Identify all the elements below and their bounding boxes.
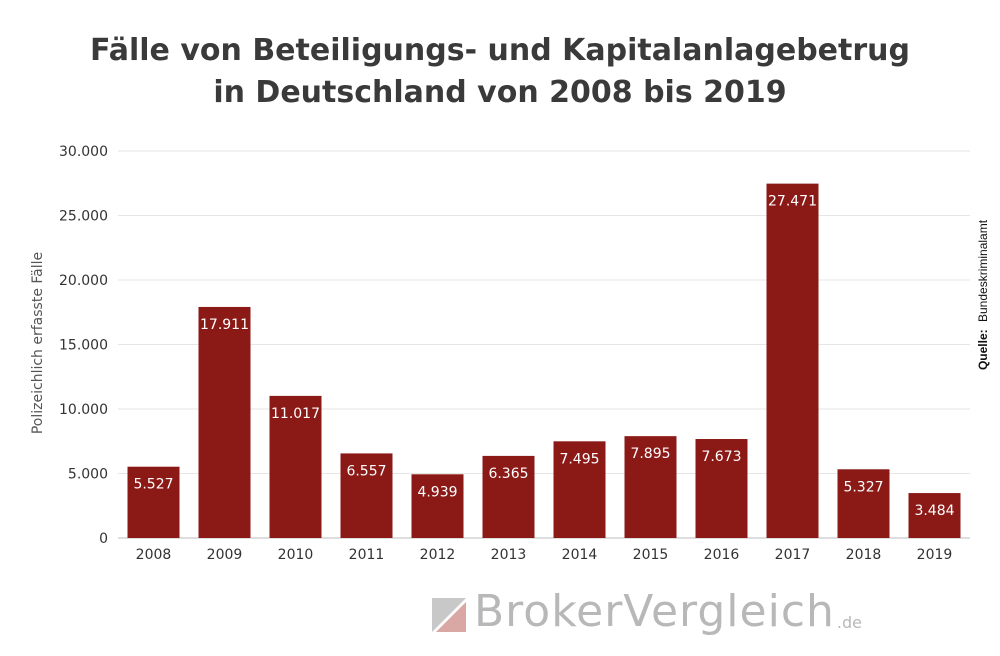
x-tick-label: 2010 (278, 547, 314, 563)
x-tick-label: 2016 (704, 547, 740, 563)
bar (269, 395, 322, 538)
data-label: 6.365 (488, 466, 528, 482)
bar (624, 436, 677, 538)
chart-title: Fälle von Beteiligungs- und Kapitalanlag… (0, 30, 1000, 114)
data-label: 4.939 (417, 484, 457, 500)
bar (695, 439, 748, 538)
y-tick-label: 30.000 (59, 144, 108, 160)
source-note: Quelle: Bundeskriminalamt (976, 219, 990, 370)
bar (411, 474, 464, 538)
x-tick-label: 2014 (562, 547, 598, 563)
x-tick-label: 2013 (491, 547, 527, 563)
x-tick-label: 2019 (917, 547, 953, 563)
bar (340, 453, 393, 538)
data-label: 7.895 (630, 446, 670, 462)
x-tick-label: 2018 (846, 547, 882, 563)
bar (482, 455, 535, 538)
data-label: 5.327 (843, 479, 883, 495)
data-label: 17.911 (200, 317, 249, 333)
x-tick-label: 2012 (420, 547, 456, 563)
bar (837, 469, 890, 538)
watermark-suffix: .de (836, 613, 862, 632)
bar (127, 466, 180, 538)
source-label: Quelle: (976, 329, 990, 370)
data-label: 11.017 (271, 406, 320, 422)
y-tick-label: 20.000 (59, 273, 108, 289)
chart-title-line-1: Fälle von Beteiligungs- und Kapitalanlag… (90, 33, 910, 68)
brokervergleich-logo-icon (432, 598, 466, 632)
data-label: 5.527 (133, 477, 173, 493)
brokervergleich-watermark: BrokerVergleich .de (432, 586, 862, 637)
x-tick-label: 2009 (207, 547, 243, 563)
source-value: Bundeskriminalamt (976, 219, 990, 322)
y-tick-label: 0 (99, 531, 108, 547)
bar (908, 493, 961, 538)
gridlines (118, 150, 970, 539)
y-axis-label: Polizeichlich erfasste Fälle (30, 252, 46, 434)
bars: 5.527 17.911 11.017 6.557 4.939 6.365 7.495 7.8… (127, 183, 961, 539)
y-tick-label: 25.000 (59, 209, 108, 225)
data-label: 3.484 (914, 503, 954, 519)
x-tick-label: 2015 (633, 547, 669, 563)
watermark-name: BrokerVergleich (474, 586, 835, 637)
bar (766, 183, 819, 539)
y-tick-label: 5.000 (68, 467, 108, 483)
data-label: 6.557 (346, 463, 386, 479)
x-tick-label: 2017 (775, 547, 811, 563)
x-axis-ticks: 2008 2009 2010 2011 2012 2013 2014 2015 2016 2017… (136, 547, 953, 563)
data-label: 27.471 (768, 194, 817, 210)
chart-title-line-2: in Deutschland von 2008 bis 2019 (213, 75, 787, 110)
bar (553, 441, 606, 538)
bar (198, 306, 251, 538)
y-tick-label: 10.000 (59, 402, 108, 418)
y-axis-ticks: 0 5.000 10.000 15.000 20.000 25.000 30.000 (59, 144, 108, 547)
data-label: 7.495 (559, 451, 599, 467)
data-label: 7.673 (701, 449, 741, 465)
x-tick-label: 2011 (349, 547, 385, 563)
x-tick-label: 2008 (136, 547, 172, 563)
y-tick-label: 15.000 (59, 338, 108, 354)
